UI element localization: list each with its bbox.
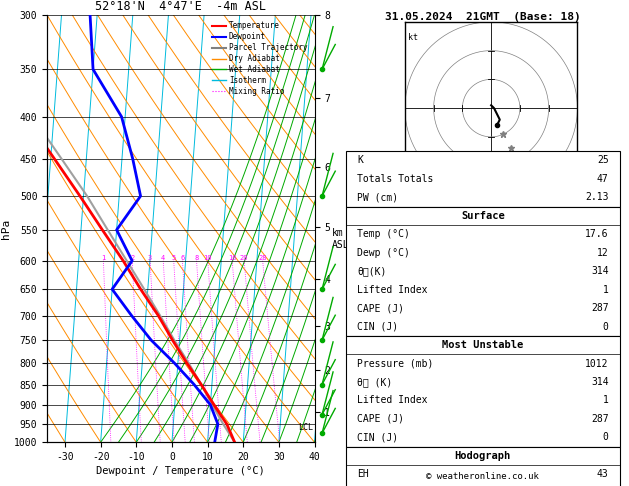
Text: © weatheronline.co.uk: © weatheronline.co.uk <box>426 472 539 481</box>
Text: 16: 16 <box>228 255 237 261</box>
Text: 2: 2 <box>130 255 135 261</box>
Text: Lifted Index: Lifted Index <box>357 396 427 405</box>
FancyBboxPatch shape <box>346 151 620 207</box>
FancyBboxPatch shape <box>346 447 620 486</box>
Text: 20: 20 <box>240 255 248 261</box>
Text: Totals Totals: Totals Totals <box>357 174 433 184</box>
Text: 10: 10 <box>204 255 212 261</box>
Text: 1: 1 <box>603 285 609 295</box>
Title: 52°18'N  4°47'E  -4m ASL: 52°18'N 4°47'E -4m ASL <box>96 0 266 14</box>
Text: 314: 314 <box>591 266 609 276</box>
Text: 0: 0 <box>603 322 609 331</box>
Text: θᴄ(K): θᴄ(K) <box>357 266 386 276</box>
Text: Surface: Surface <box>461 211 504 221</box>
Text: CAPE (J): CAPE (J) <box>357 303 404 313</box>
Text: 5: 5 <box>172 255 176 261</box>
Text: 8: 8 <box>194 255 199 261</box>
Text: 3: 3 <box>148 255 152 261</box>
Text: K: K <box>357 156 363 165</box>
Y-axis label: km
ASL: km ASL <box>331 228 349 250</box>
Text: 47: 47 <box>597 174 609 184</box>
Text: θᴄ (K): θᴄ (K) <box>357 377 392 387</box>
Text: 1: 1 <box>101 255 106 261</box>
FancyBboxPatch shape <box>346 207 620 336</box>
X-axis label: Dewpoint / Temperature (°C): Dewpoint / Temperature (°C) <box>96 466 265 476</box>
Text: CIN (J): CIN (J) <box>357 322 398 331</box>
Text: 6: 6 <box>181 255 184 261</box>
Text: CIN (J): CIN (J) <box>357 433 398 442</box>
Text: 2.13: 2.13 <box>585 192 609 202</box>
Text: 314: 314 <box>591 377 609 387</box>
Text: 43: 43 <box>597 469 609 479</box>
Text: 12: 12 <box>597 248 609 258</box>
Text: CAPE (J): CAPE (J) <box>357 414 404 424</box>
Text: 1012: 1012 <box>585 359 609 368</box>
Text: 287: 287 <box>591 303 609 313</box>
Text: Lifted Index: Lifted Index <box>357 285 427 295</box>
Legend: Temperature, Dewpoint, Parcel Trajectory, Dry Adiabat, Wet Adiabat, Isotherm, Mi: Temperature, Dewpoint, Parcel Trajectory… <box>209 18 311 99</box>
Text: Temp (°C): Temp (°C) <box>357 229 409 239</box>
FancyBboxPatch shape <box>346 336 620 447</box>
Text: 287: 287 <box>591 414 609 424</box>
Text: 28: 28 <box>259 255 267 261</box>
Y-axis label: hPa: hPa <box>1 218 11 239</box>
Text: 31.05.2024  21GMT  (Base: 18): 31.05.2024 21GMT (Base: 18) <box>385 12 581 22</box>
Text: Hodograph: Hodograph <box>455 451 511 461</box>
Text: Dewp (°C): Dewp (°C) <box>357 248 409 258</box>
Text: 1: 1 <box>603 396 609 405</box>
Text: kt: kt <box>408 34 418 42</box>
Text: LCL: LCL <box>298 423 313 432</box>
Text: PW (cm): PW (cm) <box>357 192 398 202</box>
Text: Pressure (mb): Pressure (mb) <box>357 359 433 368</box>
Text: Most Unstable: Most Unstable <box>442 340 523 350</box>
Text: EH: EH <box>357 469 369 479</box>
Text: 4: 4 <box>161 255 165 261</box>
Text: 25: 25 <box>597 156 609 165</box>
Text: 0: 0 <box>603 433 609 442</box>
Text: 17.6: 17.6 <box>585 229 609 239</box>
